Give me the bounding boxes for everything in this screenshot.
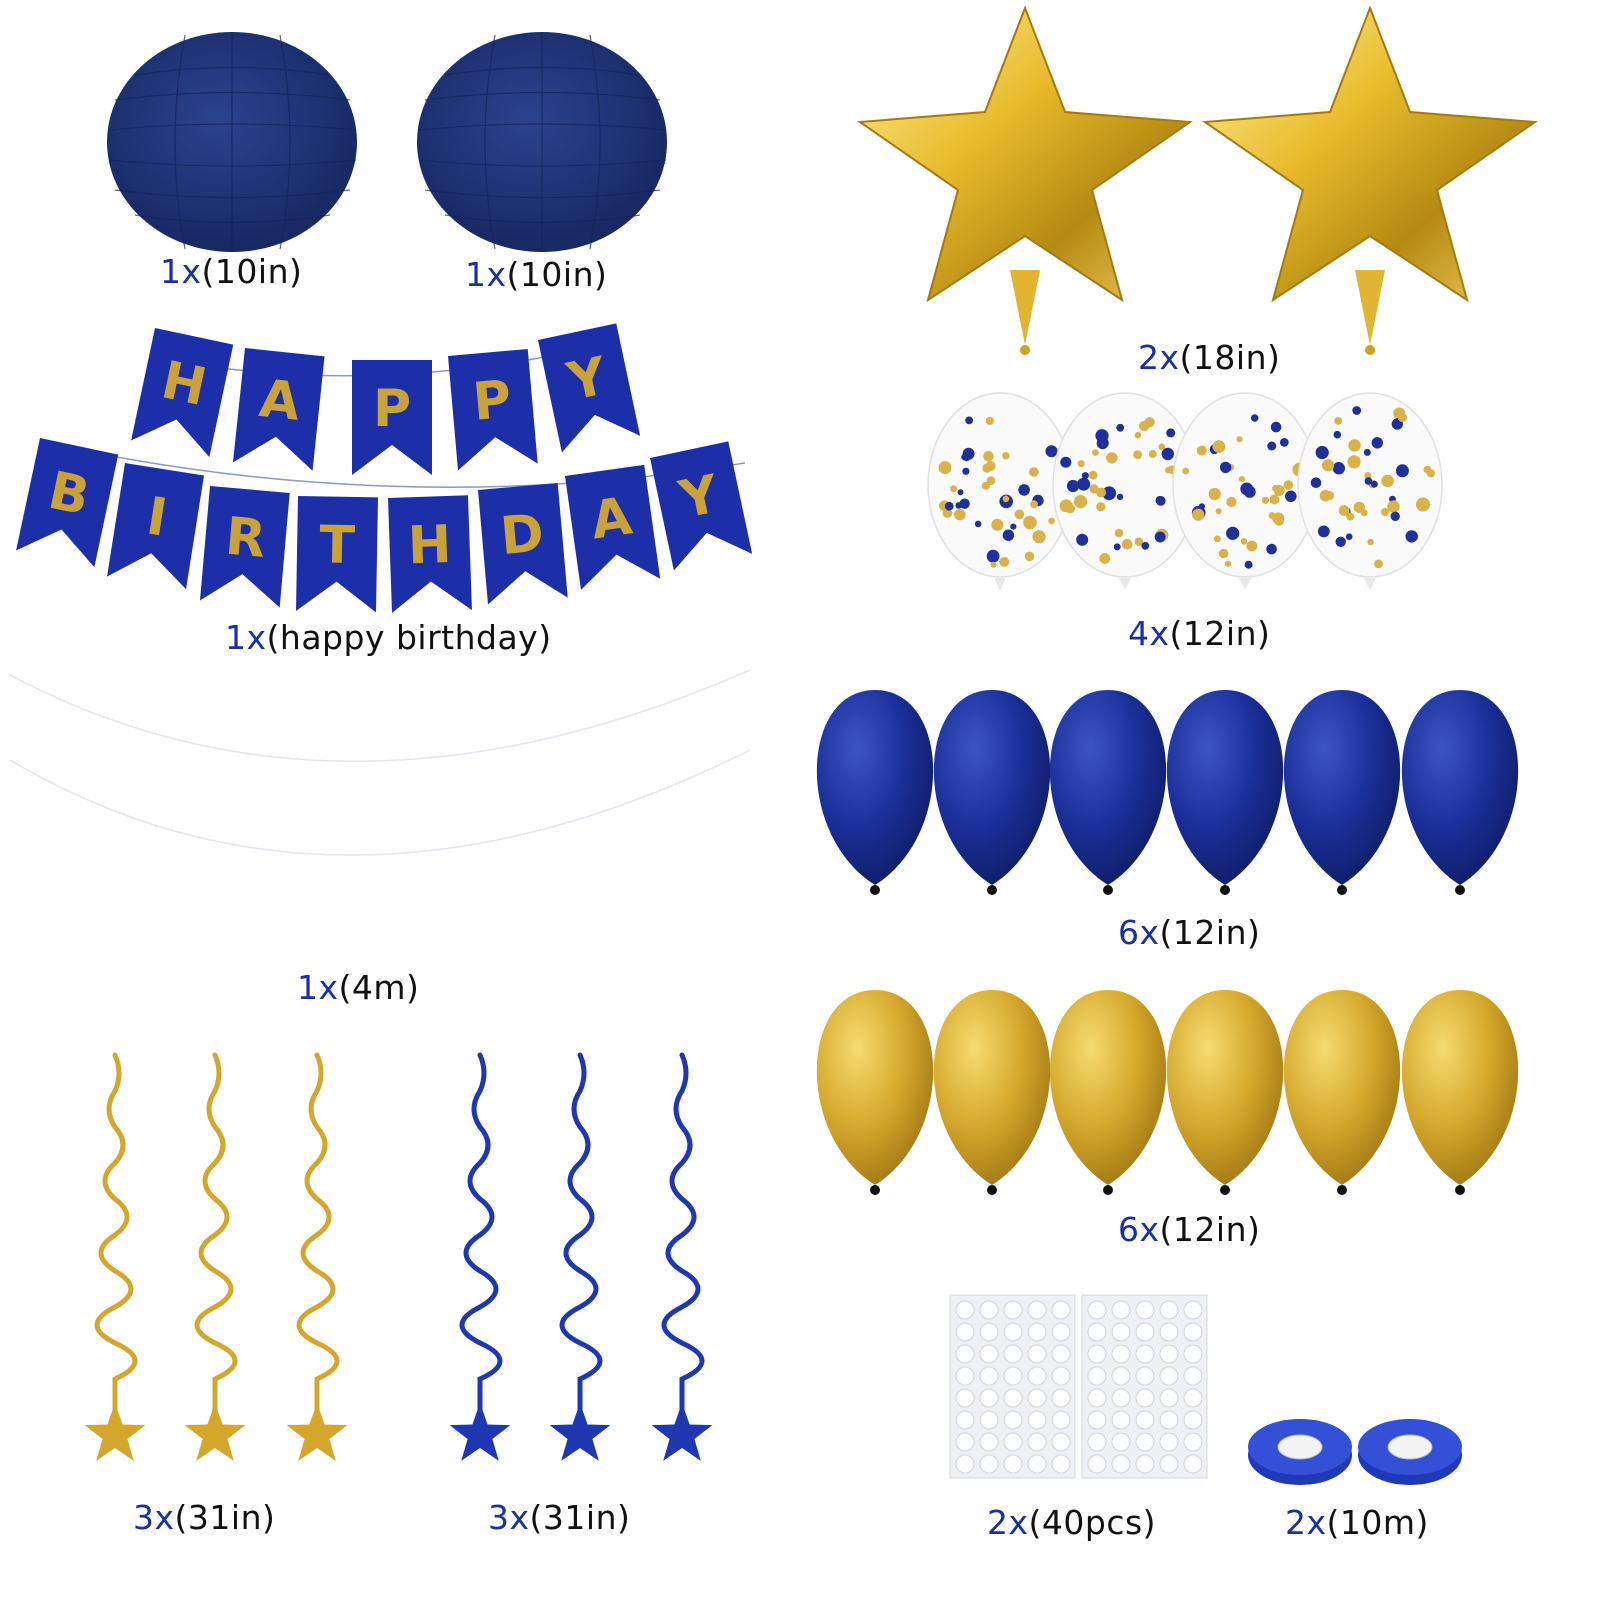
banner-letter: P bbox=[471, 370, 514, 433]
blue-balloon bbox=[1049, 690, 1167, 895]
gold-balloon bbox=[816, 990, 934, 1195]
blue-latex-balloons bbox=[800, 685, 1560, 900]
caption-banner: 1x(happy birthday) bbox=[225, 618, 552, 657]
confetti-balloons bbox=[925, 390, 1445, 605]
banner-letter: R bbox=[223, 507, 268, 570]
gold-swirl bbox=[184, 1052, 246, 1461]
banner-flag-p: P bbox=[448, 349, 538, 471]
banner-letter: D bbox=[498, 504, 546, 568]
blue-hanging-swirls bbox=[420, 1050, 740, 1480]
caption-gold-balloons: 6x(12in) bbox=[1118, 1210, 1261, 1249]
confetti-balloon bbox=[1052, 392, 1198, 590]
caption-glue-dots: 2x(40pcs) bbox=[987, 1503, 1157, 1542]
gold-balloon bbox=[933, 990, 1051, 1195]
caption-lantern-left: 1x(10in) bbox=[160, 252, 303, 291]
caption-lantern-right: 1x(10in) bbox=[465, 255, 608, 294]
confetti-balloon bbox=[1172, 392, 1318, 590]
banner-flag-p: P bbox=[352, 360, 432, 475]
banner-letter: A bbox=[257, 369, 303, 433]
caption-ribbon: 2x(10m) bbox=[1285, 1503, 1429, 1542]
banner-flag-i: I bbox=[107, 463, 205, 590]
banner-letter: H bbox=[407, 515, 453, 576]
confetti-balloon bbox=[1297, 392, 1443, 590]
confetti-balloon bbox=[927, 392, 1073, 590]
banner-flag-t: T bbox=[295, 496, 378, 613]
caption-blue-swirls: 3x(31in) bbox=[488, 1498, 631, 1537]
glue-dot-sheets bbox=[949, 1294, 1210, 1480]
star-balloon-left bbox=[857, 5, 1193, 355]
blue-swirl bbox=[549, 1052, 611, 1461]
caption-garland: 1x(4m) bbox=[297, 968, 420, 1007]
gold-hanging-swirls bbox=[55, 1050, 375, 1480]
banner-letter: P bbox=[373, 379, 411, 439]
banner-flag-a: A bbox=[565, 464, 661, 590]
banner-flag-r: R bbox=[199, 486, 290, 608]
blue-balloon bbox=[1283, 690, 1401, 895]
ribbon-roll-left bbox=[1248, 1419, 1352, 1485]
caption-blue-balloons: 6x(12in) bbox=[1118, 913, 1261, 952]
ribbon-roll-right bbox=[1358, 1419, 1462, 1485]
blue-balloon bbox=[1166, 690, 1284, 895]
gold-balloon bbox=[1283, 990, 1401, 1195]
star-balloon-right bbox=[1202, 5, 1538, 355]
caption-gold-swirls: 3x(31in) bbox=[133, 1498, 276, 1537]
banner-letter: T bbox=[319, 515, 356, 576]
banner-flag-d: D bbox=[478, 483, 568, 605]
caption-confetti-balloons: 4x(12in) bbox=[1128, 614, 1271, 653]
blue-balloon bbox=[816, 690, 934, 895]
banner-flag-a: A bbox=[232, 348, 325, 471]
blue-swirl bbox=[651, 1052, 713, 1461]
blue-balloon bbox=[933, 690, 1051, 895]
gold-balloon bbox=[1401, 990, 1519, 1195]
paper-lantern-right bbox=[415, 30, 670, 255]
blue-balloon bbox=[1401, 690, 1519, 895]
paper-lantern-left bbox=[105, 30, 360, 255]
star-foil-balloons bbox=[857, 0, 1540, 370]
banner-flag-h: H bbox=[388, 495, 472, 613]
banner-flag-y: Y bbox=[538, 323, 641, 453]
gold-swirl bbox=[286, 1052, 348, 1461]
gold-balloon bbox=[1166, 990, 1284, 1195]
gold-balloon bbox=[1049, 990, 1167, 1195]
gold-swirl bbox=[84, 1052, 146, 1461]
gold-latex-balloons bbox=[800, 985, 1560, 1200]
ribbon-rolls bbox=[1245, 1415, 1465, 1490]
banner-letter: A bbox=[587, 486, 635, 551]
blue-swirl bbox=[449, 1052, 511, 1461]
circle-garland bbox=[9, 665, 760, 930]
caption-star-balloons: 2x(18in) bbox=[1138, 338, 1281, 377]
banner-flag-h: H bbox=[131, 328, 234, 458]
banner-flag-y: Y bbox=[650, 441, 753, 571]
banner-flag-b: B bbox=[16, 438, 119, 568]
